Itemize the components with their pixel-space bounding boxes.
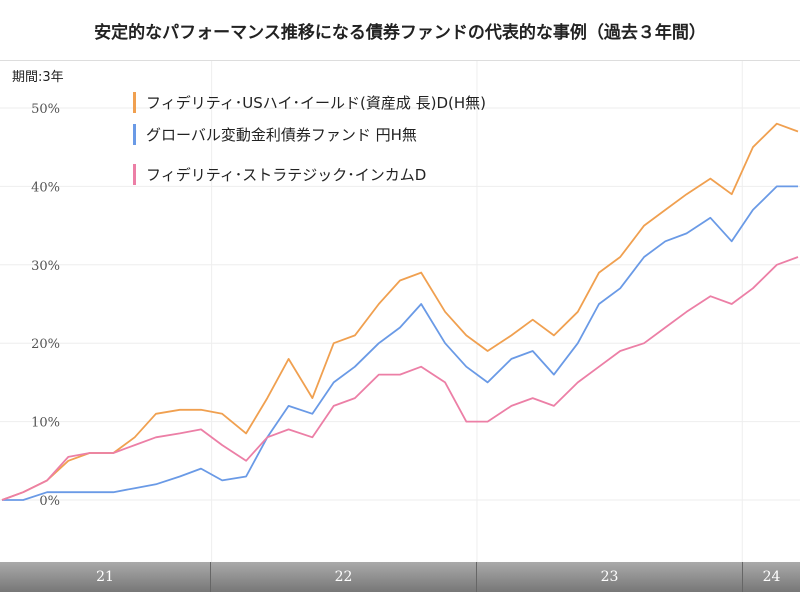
y-tick-label: 40%	[31, 180, 60, 195]
y-tick-label: 0%	[39, 494, 60, 509]
x-tick-23: 23	[477, 562, 743, 592]
y-tick-label: 10%	[31, 416, 60, 431]
chart-title: 安定的なパフォーマンス推移になる債券ファンドの代表的な事例（過去３年間）	[94, 23, 706, 43]
y-tick-label: 20%	[31, 337, 60, 352]
period-label: 期間:3年	[12, 70, 64, 85]
y-tick-label: 50%	[31, 102, 60, 117]
legend-item-strategic-income: フィデリティ･ストラテジック･インカムD	[133, 164, 426, 185]
legend-item-global-floating: グローバル変動金利債券ファンド 円H無	[133, 124, 417, 145]
series-line-1	[2, 185, 798, 501]
series-line-2	[1, 256, 799, 501]
series-line-0	[1, 122, 799, 501]
y-tick-label: 30%	[31, 259, 60, 274]
x-tick-24: 24	[743, 562, 800, 592]
x-tick-21: 21	[0, 562, 211, 592]
plot-frame	[0, 60, 800, 593]
x-tick-22: 22	[211, 562, 477, 592]
legend-item-us-high-yield: フィデリティ･USハイ･イールド(資産成 長)D(H無)	[133, 92, 486, 113]
